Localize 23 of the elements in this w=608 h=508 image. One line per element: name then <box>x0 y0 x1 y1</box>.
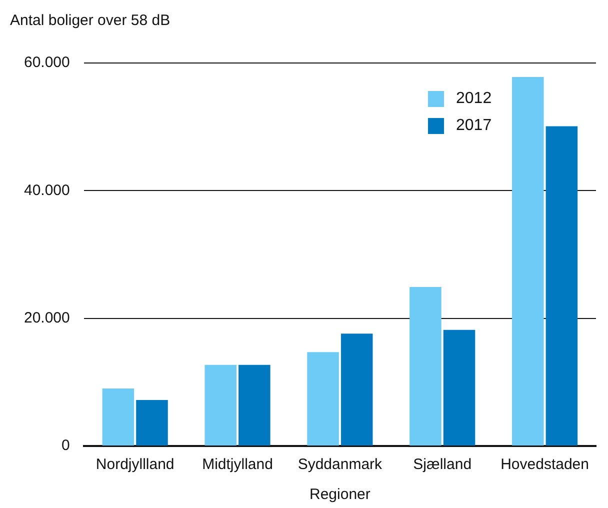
x-tick-label: Nordjyllland <box>96 456 174 474</box>
x-tick-label: Midtjylland <box>202 456 273 474</box>
legend-label: 2017 <box>456 117 492 135</box>
y-tick-label: 20.000 <box>24 309 70 326</box>
x-tick-label: Syddanmark <box>298 456 383 474</box>
y-tick-label: 60.000 <box>24 54 70 72</box>
bar <box>443 330 476 446</box>
y-tick-label: 0 <box>62 437 70 454</box>
bar <box>102 388 134 446</box>
bar <box>204 364 236 446</box>
y-tick-label: 40.000 <box>24 182 70 199</box>
bar <box>410 287 442 446</box>
x-tick-label: Sjælland <box>413 456 472 474</box>
bar <box>340 334 373 446</box>
x-tick-label: Hovedstaden <box>500 456 589 474</box>
bar <box>307 352 339 446</box>
bar <box>136 400 168 446</box>
y-axis-title: Antal boliger over 58 dB <box>10 12 170 29</box>
legend-label: 2012 <box>456 90 492 108</box>
bar <box>546 126 578 446</box>
x-axis-title: Regioner <box>310 486 370 504</box>
bar <box>512 77 544 446</box>
bar <box>238 364 270 446</box>
